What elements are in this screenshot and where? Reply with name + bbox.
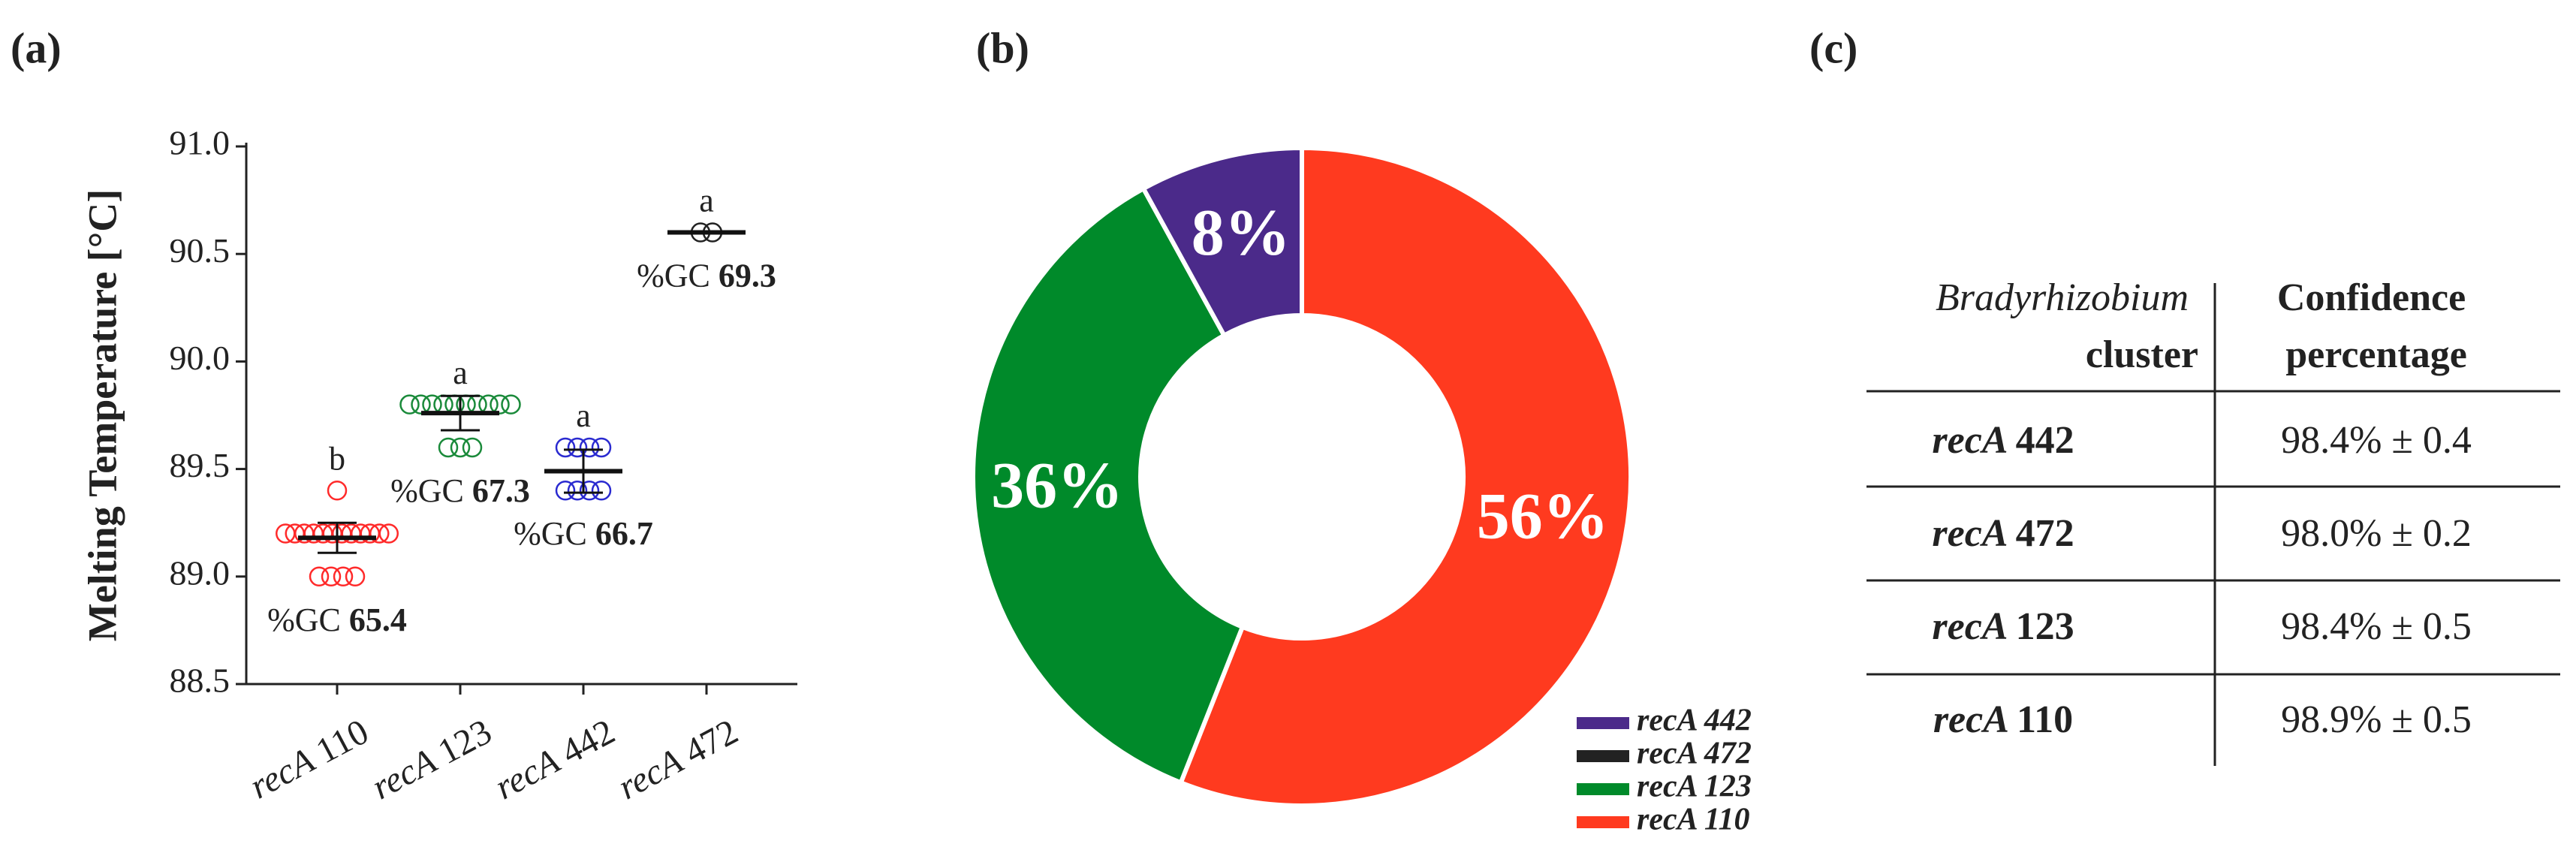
donut-slice (1140, 145, 1304, 339)
panel-label: (c) (1809, 23, 1857, 72)
data-point (478, 394, 499, 414)
table-cell: 98.9% ± 0.5 (2281, 698, 2472, 741)
legend-label: recA 123 (1637, 770, 1752, 804)
y-tick-label: 90.5 (170, 231, 230, 270)
donut-slice (1177, 145, 1633, 808)
data-point (579, 480, 600, 501)
panel-label: (a) (11, 23, 62, 72)
data-point (433, 394, 453, 414)
data-point (567, 480, 588, 501)
significance-letter: b (329, 440, 345, 477)
data-point (309, 566, 330, 587)
legend-label: recA 442 (1637, 704, 1752, 738)
table-cell: recA 442 (1932, 419, 2074, 462)
y-axis-title: Melting Temperature [°C] (80, 189, 125, 642)
data-point (422, 394, 442, 414)
data-point (333, 566, 354, 587)
significance-letter: a (699, 182, 714, 219)
legend-label: recA 472 (1637, 737, 1752, 771)
data-point (438, 437, 459, 458)
data-point (490, 394, 510, 414)
data-point (327, 480, 348, 501)
data-point (411, 394, 431, 414)
slice-label: 8% (1192, 197, 1291, 270)
data-point (369, 523, 390, 544)
data-point (567, 437, 588, 458)
data-point (501, 394, 521, 414)
x-tick-label: recA 472 (612, 712, 745, 808)
gc-label: %GC 69.3 (637, 258, 776, 294)
x-tick-label: recA 123 (366, 712, 499, 808)
legend-swatch (1577, 783, 1629, 795)
x-tick-label: recA 110 (243, 712, 375, 807)
x-tick-label: recA 442 (489, 712, 622, 808)
significance-letter: a (453, 354, 468, 391)
table-header: Bradyrhizobium cluster (1936, 276, 2198, 376)
table-cell: recA 110 (1933, 698, 2073, 741)
data-point (467, 394, 487, 414)
table-cell: recA 123 (1932, 605, 2074, 648)
donut-slice (971, 185, 1246, 786)
data-point (399, 394, 420, 414)
y-tick-label: 91.0 (170, 124, 230, 162)
significance-letter: a (576, 397, 591, 434)
data-point (345, 566, 366, 587)
gc-label: %GC 67.3 (390, 472, 530, 509)
legend-swatch (1577, 717, 1629, 729)
table-header: Confidence percentage (2277, 276, 2475, 376)
table-cell: 98.4% ± 0.4 (2281, 419, 2472, 462)
gc-label: %GC 66.7 (514, 515, 653, 552)
legend-label: recA 110 (1637, 803, 1750, 837)
data-point (555, 480, 576, 501)
gc-label: %GC 65.4 (267, 601, 407, 638)
data-point (450, 437, 471, 458)
data-point (462, 437, 483, 458)
data-point (579, 437, 600, 458)
y-tick-label: 90.0 (170, 339, 230, 377)
data-point (378, 523, 399, 544)
y-tick-label: 89.5 (170, 446, 230, 484)
slice-label: 36% (991, 450, 1123, 523)
table-cell: 98.4% ± 0.5 (2281, 605, 2472, 648)
table-cell: 98.0% ± 0.2 (2281, 512, 2472, 555)
data-point (591, 437, 612, 458)
slice-label: 56% (1477, 480, 1609, 553)
y-tick-label: 88.5 (170, 662, 230, 700)
data-point (591, 480, 612, 501)
data-point (555, 437, 576, 458)
panel-label: (b) (976, 23, 1029, 72)
legend-swatch (1577, 750, 1629, 762)
data-point (321, 566, 342, 587)
y-tick-label: 89.0 (170, 553, 230, 592)
legend-swatch (1577, 816, 1629, 828)
table-cell: recA 472 (1932, 512, 2074, 555)
